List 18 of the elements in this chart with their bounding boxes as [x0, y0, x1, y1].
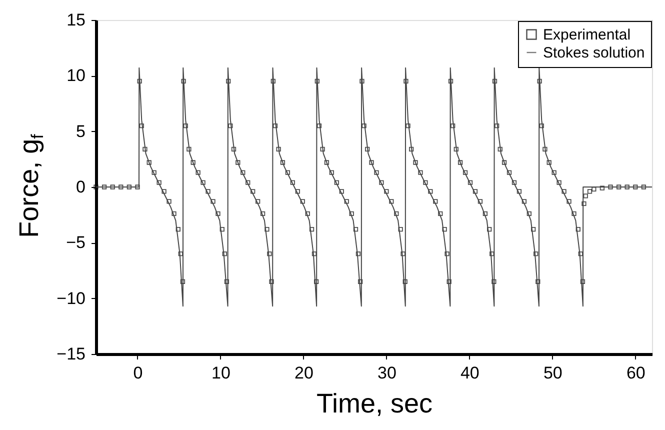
- legend-label: Stokes solution: [543, 44, 645, 62]
- y-axis-title: Force, gf: [14, 134, 47, 238]
- x-tick-label: 0: [133, 364, 143, 382]
- y-tick-label: −15: [56, 344, 86, 364]
- x-tick-label: 50: [543, 364, 562, 382]
- x-axis-title: Time, sec: [316, 388, 433, 418]
- y-tick-label: −5: [66, 233, 86, 252]
- x-tick-label: 20: [294, 364, 314, 382]
- x-tick-label: 10: [212, 364, 230, 382]
- x-tick-label: 40: [460, 364, 480, 382]
- x-tick-label: 30: [377, 364, 396, 382]
- y-tick-label: 5: [76, 122, 86, 141]
- x-tick-label: 60: [626, 364, 646, 382]
- y-tick-label: 10: [66, 66, 86, 86]
- y-tick-label: 15: [66, 10, 86, 30]
- legend-label: Experimental: [543, 26, 631, 44]
- y-tick-label: −10: [56, 288, 86, 308]
- y-tick-label: 0: [76, 178, 86, 196]
